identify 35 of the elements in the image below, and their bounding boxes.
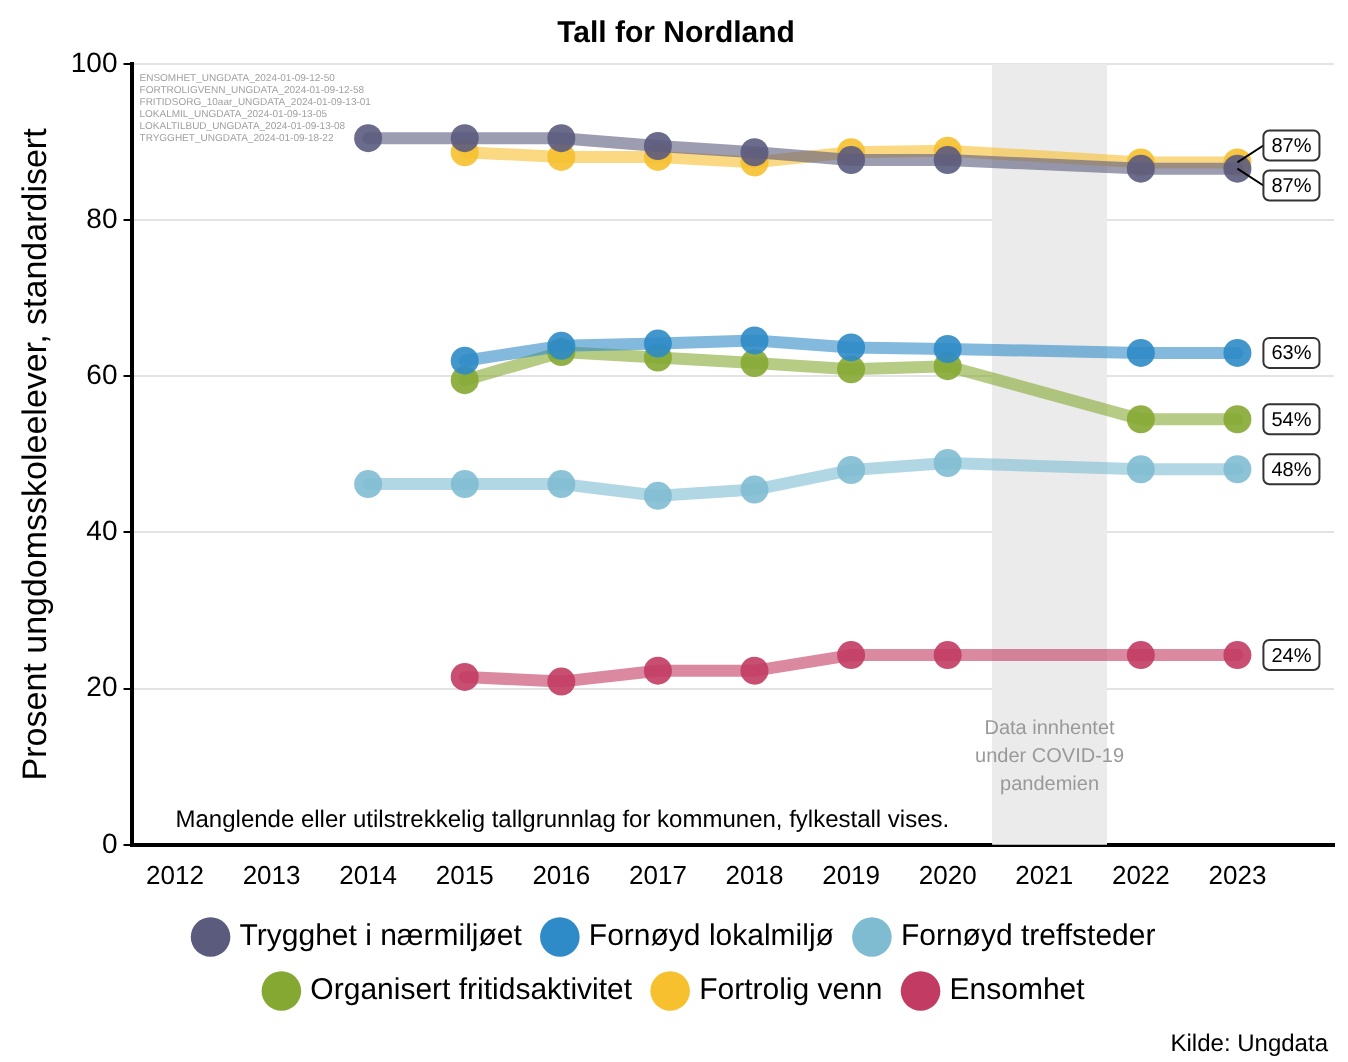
legend-label: Fornøyd lokalmiljø — [588, 919, 834, 954]
legend-label: Fornøyd treffsteder — [900, 919, 1156, 954]
x-tick-label: 2015 — [435, 859, 494, 890]
x-tick-label: 2022 — [1111, 859, 1170, 890]
x-tick-label: 2012 — [146, 859, 204, 890]
data-label: 48% — [1271, 459, 1312, 482]
x-tick-label: 2020 — [918, 859, 977, 890]
data-label: 87% — [1271, 136, 1312, 158]
data-label: 87% — [1271, 176, 1312, 198]
chart-title: Tall for Nordland — [557, 16, 795, 51]
x-tick-label: 2019 — [822, 859, 880, 890]
band-label: Data innhentet under COVID-19 pandemien — [975, 718, 1125, 797]
x-tick-label: 2016 — [532, 859, 591, 890]
legend-label: Trygghet i nærmiljøet — [239, 919, 524, 954]
annotation: Manglende eller utilstrekkelig tallgrunnlag for kommunen, fylkestall vises. — [175, 805, 950, 834]
legend-label: Ensomhet — [949, 973, 1087, 1008]
x-tick-label: 2018 — [725, 859, 784, 890]
y-tick-label: 60 — [86, 358, 118, 391]
y-tick-label: 100 — [70, 45, 118, 78]
y-tick-label: 80 — [86, 201, 118, 234]
data-label: 63% — [1271, 343, 1312, 366]
x-tick-label: 2021 — [1015, 859, 1074, 890]
y-tick-label: 0 — [101, 826, 118, 859]
x-tick-label: 2013 — [242, 859, 301, 890]
x-tick-label: 2017 — [628, 859, 687, 890]
y-axis-title: Prosent ungdomsskoleelever, standardisert — [15, 127, 54, 781]
text: Kilde: Ungdata — [1170, 1028, 1329, 1057]
data-label: 24% — [1271, 645, 1312, 668]
x-tick-label: 2014 — [339, 859, 398, 890]
legend-label: Fortrolig venn — [699, 973, 883, 1008]
y-tick-label: 20 — [86, 670, 118, 703]
y-tick-label: 40 — [86, 514, 118, 547]
legend-label: Organisert fritidsaktivitet — [310, 973, 634, 1008]
data-label: 54% — [1271, 409, 1312, 432]
x-tick-label: 2023 — [1208, 859, 1267, 890]
